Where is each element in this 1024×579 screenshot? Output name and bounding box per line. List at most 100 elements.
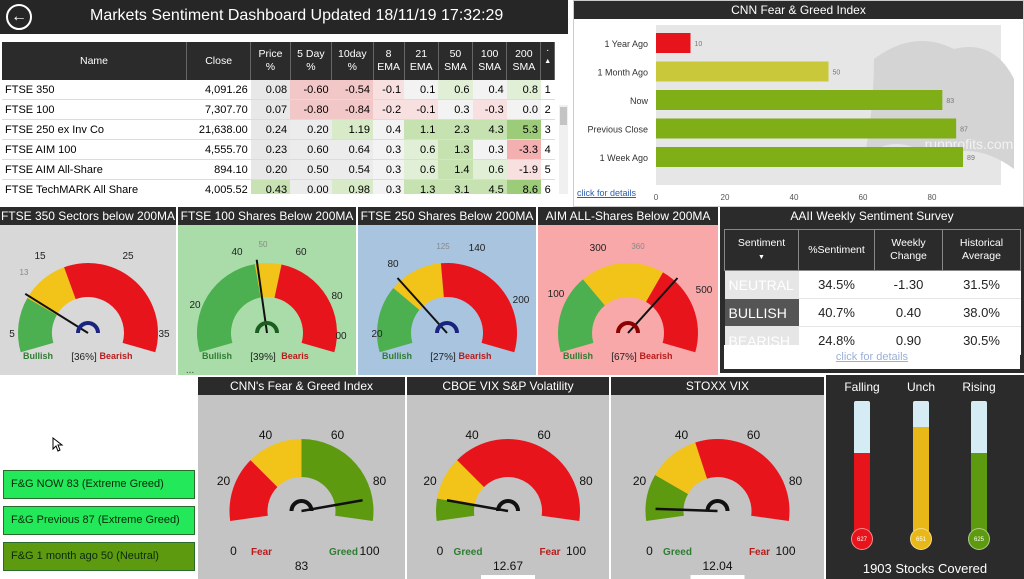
- column-header[interactable]: 100 SMA: [472, 42, 508, 80]
- column-header[interactable]: 8 EMA: [373, 42, 405, 80]
- cell-name: FTSE AIM All-Share: [2, 159, 187, 180]
- sort-down-icon[interactable]: ▼: [758, 253, 765, 261]
- gauge-left-label: Greed: [454, 547, 483, 558]
- gauge-scale-label: 360: [631, 242, 645, 251]
- gauge-hub: [289, 499, 314, 512]
- table-row[interactable]: FTSE AIM 100 4,555.70 0.23 0.60 0.64 0.3 0.6 1.…: [2, 139, 555, 160]
- gauge-red-zone: [64, 263, 158, 353]
- column-header[interactable]: 50 SMA: [438, 42, 474, 80]
- column-header[interactable]: 10day%: [331, 42, 374, 80]
- bar-category-label: 1 Month Ago: [597, 68, 648, 78]
- column-header[interactable]: Close: [186, 42, 252, 80]
- cell-ema8: 0.4: [373, 119, 405, 140]
- cell-close: 7,307.70: [186, 99, 251, 120]
- aaii-chg: -1.30: [874, 270, 943, 299]
- header-bar: ← Markets Sentiment Dashboard Updated 18…: [0, 0, 568, 34]
- gauge-yellow-zone: [393, 263, 444, 310]
- aaii-column-header[interactable]: Sentiment ▼: [724, 229, 799, 271]
- column-header[interactable]: . ▲: [540, 42, 555, 80]
- gauge-percent: [27%]: [430, 352, 456, 363]
- more-options-icon: ...: [186, 365, 194, 375]
- cell-sma50: 3.1: [438, 179, 473, 194]
- gauge-red-zone: [646, 272, 698, 353]
- gauge-scale-label: 20: [633, 474, 647, 488]
- column-header[interactable]: 21 EMA: [404, 42, 439, 80]
- cell-sma200: -1.9: [506, 159, 541, 180]
- gauge-needle: [255, 259, 268, 334]
- header-text: Historical: [959, 237, 1004, 249]
- bar-category-label: 1 Week Ago: [600, 153, 648, 163]
- gauge-scale-label: 200: [513, 295, 530, 306]
- sort-up-icon[interactable]: ▲: [544, 58, 552, 65]
- gauge-hub: [616, 321, 640, 334]
- cell-name: FTSE TechMARK All Share: [2, 179, 187, 194]
- table-scrollbar[interactable]: [559, 105, 568, 194]
- aaii-column-header[interactable]: %Sentiment: [798, 229, 875, 271]
- gauge-scale-label: 80: [331, 291, 343, 302]
- cell-name: FTSE 350: [2, 80, 187, 100]
- gauge-hub: [76, 321, 100, 334]
- aaii-column-header[interactable]: Weekly Change: [874, 229, 943, 271]
- gauge: 0 20 40 60 80 100 Fear Greed 83: [217, 428, 387, 573]
- cell-close: 4,555.70: [186, 139, 251, 160]
- column-header[interactable]: Price%: [250, 42, 291, 80]
- bar: [656, 33, 691, 53]
- thermo-label: Falling: [844, 380, 880, 394]
- fear-greed-details-link[interactable]: click for details: [577, 188, 637, 198]
- gauge-panel: AIM ALL-Shares Below 200MA 100 300 360 500 Bu…: [538, 207, 718, 375]
- cell-d5: -0.80: [290, 99, 332, 120]
- cell-sma100: 0.4: [472, 80, 507, 100]
- column-header[interactable]: 5 Day%: [290, 42, 333, 80]
- aaii-column-header[interactable]: Historical Average: [942, 229, 1021, 271]
- gauge-scale-label: 50: [259, 240, 268, 249]
- table-row[interactable]: FTSE AIM All-Share 894.10 0.20 0.50 0.54 0.3 0…: [2, 159, 555, 180]
- column-header[interactable]: Name: [2, 42, 187, 80]
- bar: [656, 147, 964, 167]
- aaii-row: NEUTRAL 34.5% -1.30 31.5%: [724, 270, 1021, 299]
- table-row[interactable]: FTSE TechMARK All Share 4,005.52 0.43 0.00 0…: [2, 179, 555, 194]
- cell-price: 0.07: [250, 99, 291, 120]
- markets-table: Name Close Price% 5 Day% 10day% 8 EMA 21 EMA 50 SM…: [2, 42, 568, 194]
- cell-d10: 0.54: [331, 159, 374, 180]
- cell-sma200: 0.8: [506, 80, 541, 100]
- cell-ema21: 1.3: [404, 179, 439, 194]
- table-row[interactable]: FTSE 250 ex Inv Co 21,638.00 0.24 0.20 1.19 0…: [2, 119, 555, 140]
- gauge-scale-label: 20: [189, 300, 201, 311]
- thermometer-tube: [854, 401, 870, 531]
- cell-sma100: -0.3: [472, 99, 507, 120]
- cell-price: 0.23: [250, 139, 291, 160]
- table-row[interactable]: FTSE 350 4,091.26 0.08 -0.60 -0.54 -0.1 0.1 0.6…: [2, 80, 555, 100]
- gauge-scale-label: 60: [747, 428, 761, 442]
- gauge-red-zone: [440, 263, 517, 353]
- gauge-percent: [36%]: [71, 352, 97, 363]
- percent-box: [690, 575, 745, 579]
- cell-sma200: 0.0: [506, 99, 541, 120]
- bar-value-label: 87: [960, 127, 968, 134]
- bar-category-label: 1 Year Ago: [604, 39, 648, 49]
- cell-sma50: 1.4: [438, 159, 473, 180]
- gauge-needle: [396, 277, 448, 334]
- fear-greed-index-panel: CNN Fear & Greed Index runprofits.com 1 Y…: [573, 0, 1024, 207]
- back-arrow-icon[interactable]: ←: [6, 4, 32, 30]
- cell-d10: 1.19: [331, 119, 374, 140]
- cell-close: 4,091.26: [186, 80, 251, 100]
- gauge-panel: FTSE 250 Shares Below 200MA 20 80 125 140 200…: [358, 207, 536, 375]
- scroll-thumb[interactable]: [560, 107, 567, 125]
- gauge-hub: [705, 499, 730, 512]
- column-header[interactable]: 200 SMA: [506, 42, 542, 80]
- cell-sma50: 2.3: [438, 119, 473, 140]
- table-row[interactable]: FTSE 100 7,307.70 0.07 -0.80 -0.84 -0.2 -0.1 0.…: [2, 99, 555, 120]
- gauge-scale-label: 20: [217, 474, 231, 488]
- gauge-left-label: Fear: [251, 547, 272, 558]
- cell-ema21: 0.1: [404, 80, 439, 100]
- advance-decline-panel: Falling 627 Unch 651 Rising 625 1903 Stocks C…: [826, 375, 1024, 579]
- gauge-scale-label: 0: [646, 544, 653, 558]
- aaii-details-link[interactable]: click for details: [835, 351, 909, 363]
- gauge: 20 80 125 140 200 Bullish Bearish[27%]: [371, 242, 530, 363]
- thermometer-fill: [971, 453, 987, 531]
- bullish-label: Bullish: [202, 351, 232, 361]
- gauge-scale-label: 40: [465, 428, 479, 442]
- gauge-title: FTSE 350 Sectors below 200MA: [0, 207, 176, 225]
- gauge-hub: [255, 321, 279, 334]
